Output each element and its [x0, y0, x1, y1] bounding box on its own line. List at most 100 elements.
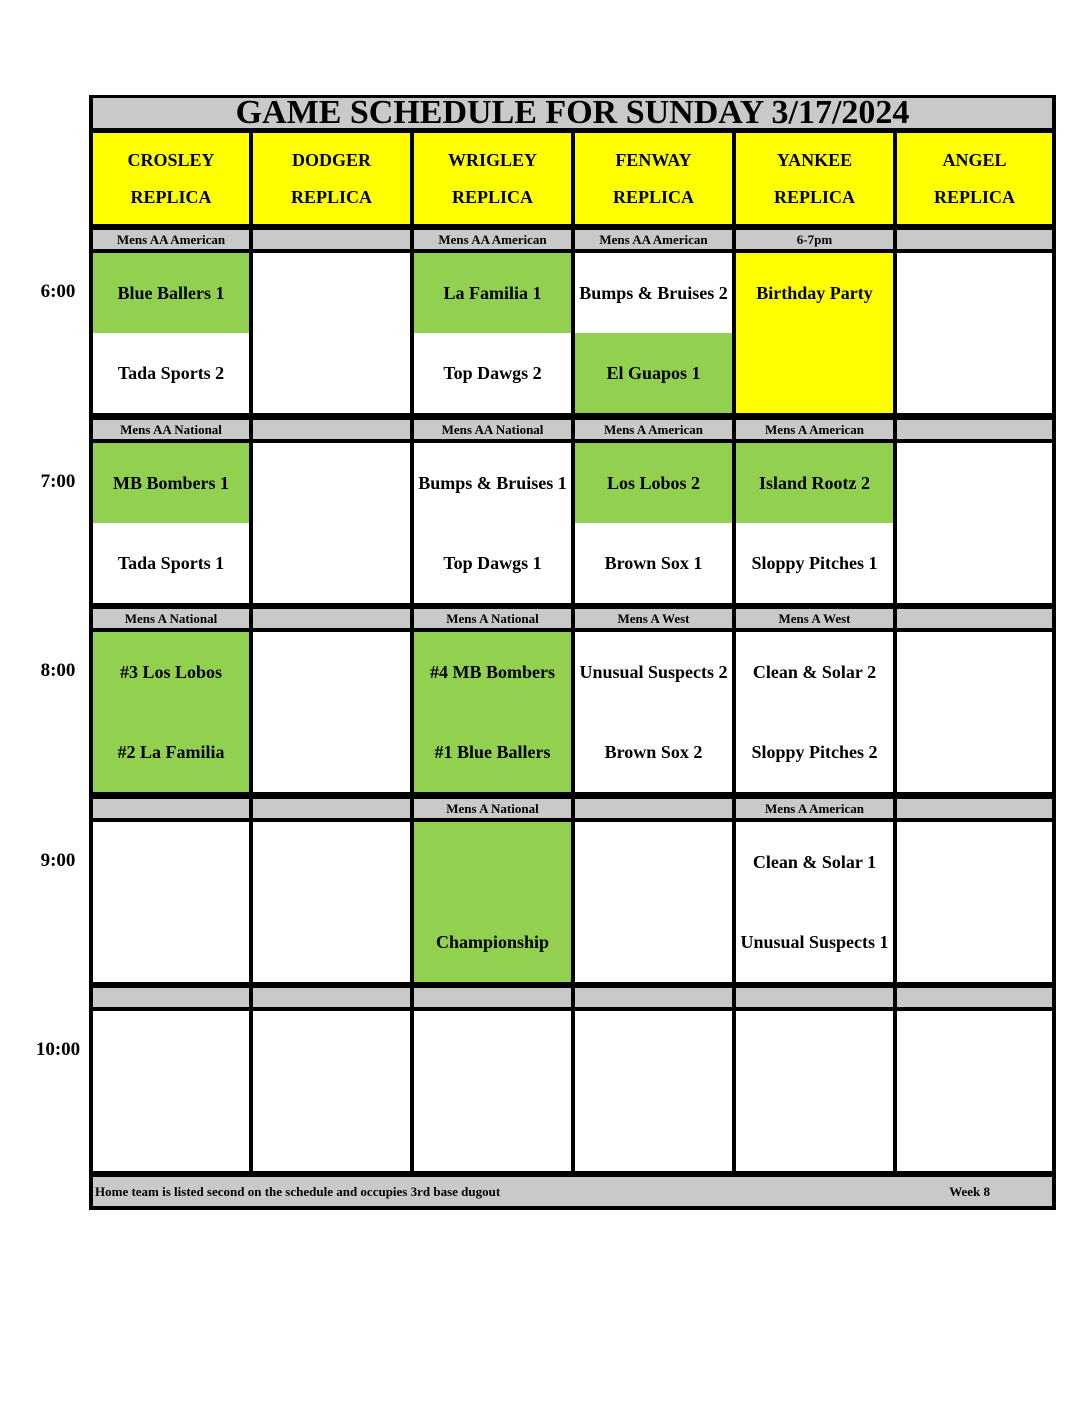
time-label: 6:00 — [40, 281, 76, 302]
game-team-home: Sloppy Pitches 1 — [736, 523, 893, 603]
game-team-away: Blue Ballers 1 — [93, 253, 249, 333]
field-subtitle: REPLICA — [130, 186, 212, 207]
game-team-away — [93, 1011, 249, 1091]
game-team-home — [736, 333, 893, 413]
division-label — [897, 988, 1052, 1007]
game-team-away: #3 Los Lobos — [93, 632, 249, 712]
game-team-away — [414, 1011, 571, 1091]
game-team-away — [253, 443, 410, 523]
game-team-home: #2 La Familia — [93, 712, 249, 792]
field-name: ANGEL — [942, 149, 1007, 170]
game-team-away: Clean & Solar 2 — [736, 632, 893, 712]
field-name: DODGER — [291, 149, 371, 170]
footer: Home team is listed second on the schedu… — [93, 1177, 1052, 1206]
game-team-home — [736, 1091, 893, 1171]
game-team-home: Brown Sox 2 — [575, 712, 732, 792]
division-label — [253, 988, 410, 1007]
division-label — [253, 799, 410, 818]
division-label: 6-7pm — [736, 230, 893, 249]
game-team-home — [253, 902, 410, 982]
division-label — [414, 988, 571, 1007]
game-team-home: Tada Sports 2 — [93, 333, 249, 413]
game-team-away — [253, 632, 410, 712]
division-label — [897, 420, 1052, 439]
field-header: YANKEE REPLICA — [736, 133, 893, 224]
game-team-home — [575, 1091, 732, 1171]
time-label: 7:00 — [40, 471, 76, 492]
division-label: Mens AA American — [575, 230, 732, 249]
field-header: CROSLEY REPLICA — [93, 133, 249, 224]
footer-note: Home team is listed second on the schedu… — [95, 1183, 501, 1199]
game-team-home: Top Dawgs 2 — [414, 333, 571, 413]
division-label — [575, 988, 732, 1007]
game-team-away: Clean & Solar 1 — [736, 822, 893, 902]
division-label: Mens AA National — [93, 420, 249, 439]
division-label — [253, 230, 410, 249]
division-label: Mens AA National — [414, 420, 571, 439]
field-header: DODGER REPLICA — [253, 133, 410, 224]
game-team-home — [253, 523, 410, 603]
game-team-home: El Guapos 1 — [575, 333, 732, 413]
game-team-home: Unusual Suspects 1 — [736, 902, 893, 982]
game-team-away — [575, 1011, 732, 1091]
game-team-away — [897, 253, 1052, 333]
division-label — [253, 420, 410, 439]
division-label: Mens AA American — [93, 230, 249, 249]
game-team-home — [253, 1091, 410, 1171]
game-team-home — [897, 1091, 1052, 1171]
page-title: GAME SCHEDULE FOR SUNDAY 3/17/2024 — [93, 94, 1052, 131]
game-team-home — [93, 902, 249, 982]
field-subtitle: REPLICA — [451, 186, 533, 207]
division-label: Mens A National — [93, 609, 249, 628]
field-header: ANGEL REPLICA — [897, 133, 1052, 224]
game-team-away — [253, 1011, 410, 1091]
division-label: Mens A American — [736, 420, 893, 439]
schedule-table: GAME SCHEDULE FOR SUNDAY 3/17/2024 Home … — [89, 94, 1056, 1210]
division-label — [897, 799, 1052, 818]
division-label — [253, 609, 410, 628]
game-team-away: La Familia 1 — [414, 253, 571, 333]
game-team-away: Los Lobos 2 — [575, 443, 732, 523]
field-subtitle: REPLICA — [290, 186, 372, 207]
game-team-away: MB Bombers 1 — [93, 443, 249, 523]
division-label — [93, 799, 249, 818]
game-team-away — [897, 822, 1052, 902]
time-label: 8:00 — [40, 660, 76, 681]
division-label — [575, 799, 732, 818]
game-team-home — [897, 523, 1052, 603]
field-name: CROSLEY — [127, 149, 215, 170]
game-team-home — [414, 1091, 571, 1171]
division-label: Mens A National — [414, 609, 571, 628]
game-team-home: Top Dawgs 1 — [414, 523, 571, 603]
field-header: FENWAY REPLICA — [575, 133, 732, 224]
division-label: Mens A American — [736, 799, 893, 818]
game-team-home — [253, 712, 410, 792]
game-team-away — [414, 822, 571, 902]
field-name: FENWAY — [615, 149, 692, 170]
game-team-away — [897, 632, 1052, 712]
game-team-home: #1 Blue Ballers — [414, 712, 571, 792]
game-team-away — [575, 822, 732, 902]
game-team-away — [736, 1011, 893, 1091]
game-team-away — [897, 443, 1052, 523]
game-team-home: Sloppy Pitches 2 — [736, 712, 893, 792]
division-label — [897, 230, 1052, 249]
game-team-home — [897, 712, 1052, 792]
game-team-away — [253, 253, 410, 333]
time-label: 9:00 — [40, 850, 76, 871]
game-team-home: Brown Sox 1 — [575, 523, 732, 603]
game-team-home — [897, 333, 1052, 413]
division-label: Mens A American — [575, 420, 732, 439]
field-header: WRIGLEY REPLICA — [414, 133, 571, 224]
game-team-away — [253, 822, 410, 902]
time-label: 10:00 — [35, 1039, 81, 1060]
division-label: Mens A National — [414, 799, 571, 818]
division-label: Mens A West — [736, 609, 893, 628]
game-team-away: Birthday Party — [736, 253, 893, 333]
game-team-away: Bumps & Bruises 1 — [414, 443, 571, 523]
field-name: YANKEE — [776, 149, 853, 170]
game-team-home: Tada Sports 1 — [93, 523, 249, 603]
division-label: Mens A West — [575, 609, 732, 628]
week-label: Week 8 — [949, 1183, 990, 1199]
